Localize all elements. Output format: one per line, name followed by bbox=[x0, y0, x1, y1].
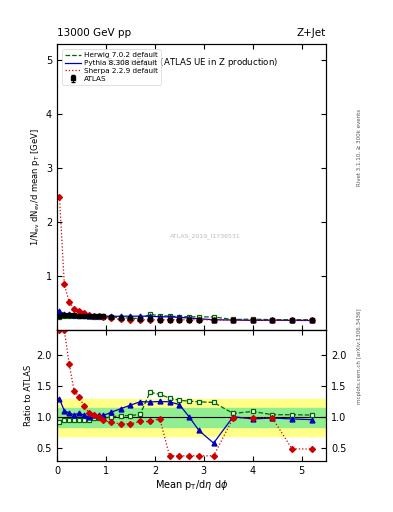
Herwig 7.0.2 default bbox=[158, 312, 162, 318]
Y-axis label: Ratio to ATLAS: Ratio to ATLAS bbox=[24, 365, 33, 426]
Herwig 7.0.2 default bbox=[270, 316, 275, 323]
Sherpa 2.2.9 default bbox=[177, 317, 182, 323]
Pythia 8.308 default bbox=[290, 317, 294, 324]
Sherpa 2.2.9 default bbox=[72, 306, 77, 312]
Sherpa 2.2.9 default bbox=[158, 317, 162, 323]
Pythia 8.308 default bbox=[167, 314, 172, 320]
Herwig 7.0.2 default bbox=[138, 315, 143, 322]
Pythia 8.308 default bbox=[138, 313, 143, 319]
Text: Rivet 3.1.10, ≥ 300k events: Rivet 3.1.10, ≥ 300k events bbox=[357, 109, 362, 186]
Sherpa 2.2.9 default bbox=[250, 317, 255, 323]
Legend: Herwig 7.0.2 default, Pythia 8.308 default, Sherpa 2.2.9 default, ATLAS: Herwig 7.0.2 default, Pythia 8.308 defau… bbox=[62, 49, 161, 84]
Herwig 7.0.2 default bbox=[86, 313, 91, 319]
Sherpa 2.2.9 default bbox=[91, 313, 96, 319]
Pythia 8.308 default bbox=[187, 315, 191, 321]
Sherpa 2.2.9 default bbox=[196, 317, 201, 323]
Pythia 8.308 default bbox=[108, 313, 113, 319]
Herwig 7.0.2 default bbox=[187, 314, 191, 320]
Herwig 7.0.2 default bbox=[67, 313, 72, 319]
Sherpa 2.2.9 default bbox=[128, 316, 133, 323]
Pythia 8.308 default bbox=[96, 313, 101, 319]
Text: ATLAS_2019_I1736531: ATLAS_2019_I1736531 bbox=[170, 233, 241, 239]
Herwig 7.0.2 default bbox=[148, 311, 152, 317]
X-axis label: Mean p$_{\sf T}$/d$\eta$ d$\phi$: Mean p$_{\sf T}$/d$\eta$ d$\phi$ bbox=[155, 478, 228, 493]
Pythia 8.308 default bbox=[231, 317, 235, 323]
Sherpa 2.2.9 default bbox=[101, 314, 106, 320]
Herwig 7.0.2 default bbox=[101, 313, 106, 319]
Herwig 7.0.2 default bbox=[72, 313, 77, 319]
Herwig 7.0.2 default bbox=[77, 313, 81, 319]
Text: Scalar $\Sigma$(p$_{\sf T}$) (ATLAS UE in Z production): Scalar $\Sigma$(p$_{\sf T}$) (ATLAS UE i… bbox=[105, 56, 278, 70]
Text: Z+Jet: Z+Jet bbox=[297, 28, 326, 38]
Sherpa 2.2.9 default bbox=[67, 299, 72, 305]
Sherpa 2.2.9 default bbox=[118, 316, 123, 323]
Pythia 8.308 default bbox=[177, 314, 182, 321]
Pythia 8.308 default bbox=[196, 316, 201, 322]
Pythia 8.308 default bbox=[72, 312, 77, 318]
Herwig 7.0.2 default bbox=[62, 313, 67, 319]
Sherpa 2.2.9 default bbox=[82, 310, 86, 316]
Sherpa 2.2.9 default bbox=[138, 317, 143, 323]
Pythia 8.308 default bbox=[67, 311, 72, 317]
Herwig 7.0.2 default bbox=[211, 314, 216, 320]
Pythia 8.308 default bbox=[270, 317, 275, 323]
Herwig 7.0.2 default bbox=[91, 313, 96, 319]
Pythia 8.308 default bbox=[250, 317, 255, 324]
Herwig 7.0.2 default bbox=[250, 316, 255, 322]
Sherpa 2.2.9 default bbox=[309, 317, 314, 323]
Herwig 7.0.2 default bbox=[118, 314, 123, 321]
Text: 13000 GeV pp: 13000 GeV pp bbox=[57, 28, 131, 38]
Herwig 7.0.2 default bbox=[57, 314, 62, 320]
Pythia 8.308 default bbox=[86, 313, 91, 319]
Pythia 8.308 default bbox=[118, 313, 123, 319]
Pythia 8.308 default bbox=[62, 311, 67, 317]
Pythia 8.308 default bbox=[148, 313, 152, 319]
Herwig 7.0.2 default bbox=[231, 316, 235, 323]
Sherpa 2.2.9 default bbox=[86, 312, 91, 318]
Sherpa 2.2.9 default bbox=[148, 317, 152, 323]
Sherpa 2.2.9 default bbox=[211, 317, 216, 323]
Line: Herwig 7.0.2 default: Herwig 7.0.2 default bbox=[59, 314, 312, 319]
Pythia 8.308 default bbox=[211, 316, 216, 323]
Pythia 8.308 default bbox=[77, 312, 81, 318]
Sherpa 2.2.9 default bbox=[231, 317, 235, 323]
Sherpa 2.2.9 default bbox=[167, 317, 172, 323]
Sherpa 2.2.9 default bbox=[57, 194, 62, 200]
Y-axis label: 1/N$_{\sf ev}$ dN$_{\sf ev}$/d mean p$_{\sf T}$ [GeV]: 1/N$_{\sf ev}$ dN$_{\sf ev}$/d mean p$_{… bbox=[29, 128, 42, 246]
Herwig 7.0.2 default bbox=[167, 313, 172, 319]
Sherpa 2.2.9 default bbox=[187, 317, 191, 323]
Pythia 8.308 default bbox=[57, 308, 62, 314]
Herwig 7.0.2 default bbox=[128, 315, 133, 321]
Pythia 8.308 default bbox=[101, 313, 106, 319]
Line: Sherpa 2.2.9 default: Sherpa 2.2.9 default bbox=[59, 197, 312, 320]
Sherpa 2.2.9 default bbox=[290, 317, 294, 323]
Herwig 7.0.2 default bbox=[309, 316, 314, 323]
Pythia 8.308 default bbox=[82, 312, 86, 318]
Pythia 8.308 default bbox=[158, 314, 162, 320]
Sherpa 2.2.9 default bbox=[62, 281, 67, 287]
Text: mcplots.cern.ch [arXiv:1306.3436]: mcplots.cern.ch [arXiv:1306.3436] bbox=[357, 309, 362, 404]
Herwig 7.0.2 default bbox=[196, 314, 201, 320]
Pythia 8.308 default bbox=[128, 313, 133, 319]
Line: Pythia 8.308 default: Pythia 8.308 default bbox=[59, 311, 312, 321]
Herwig 7.0.2 default bbox=[96, 313, 101, 319]
Sherpa 2.2.9 default bbox=[96, 313, 101, 319]
Herwig 7.0.2 default bbox=[177, 313, 182, 319]
Sherpa 2.2.9 default bbox=[108, 315, 113, 322]
Herwig 7.0.2 default bbox=[108, 314, 113, 321]
Pythia 8.308 default bbox=[91, 313, 96, 319]
Herwig 7.0.2 default bbox=[290, 316, 294, 323]
Pythia 8.308 default bbox=[309, 317, 314, 324]
Sherpa 2.2.9 default bbox=[77, 308, 81, 314]
Sherpa 2.2.9 default bbox=[270, 317, 275, 323]
Herwig 7.0.2 default bbox=[82, 313, 86, 319]
